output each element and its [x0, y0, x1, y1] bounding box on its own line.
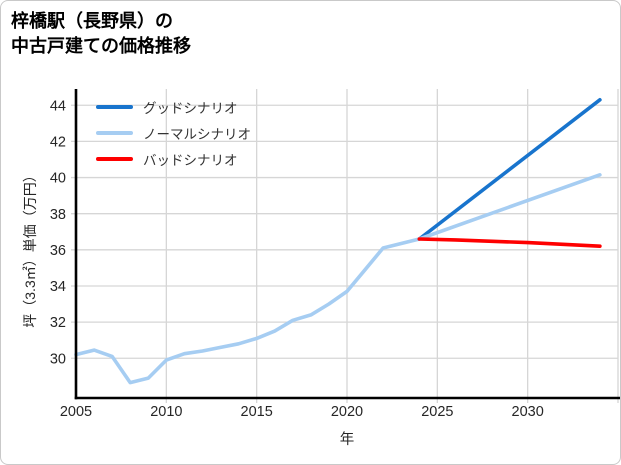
x-tick-label: 2010 [150, 404, 182, 420]
y-tick-label: 36 [50, 243, 66, 259]
good-scenario-line-swatch [96, 105, 133, 109]
legend-item-normal: ノーマルシナリオ [96, 120, 251, 146]
legend-label-bad: バッドシナリオ [143, 153, 238, 168]
page-title: 梓橋駅（長野県）の 中古戸建ての価格推移 [11, 9, 191, 59]
bad-scenario-line-swatch [96, 157, 133, 161]
x-tick-label: 2030 [512, 404, 544, 420]
chart-legend: グッドシナリオ ノーマルシナリオ バッドシナリオ [96, 94, 251, 172]
normal-scenario-line-swatch [96, 131, 133, 135]
y-tick-label: 32 [50, 315, 66, 331]
legend-item-bad: バッドシナリオ [96, 146, 251, 172]
page-title-line2: 中古戸建ての価格推移 [11, 35, 191, 56]
x-axis-title: 年 [339, 432, 355, 448]
chart-line-history [74, 237, 422, 385]
y-tick-label: 30 [50, 351, 66, 367]
legend-item-good: グッドシナリオ [96, 94, 251, 120]
x-tick-label: 2005 [60, 404, 92, 420]
y-tick-label: 42 [50, 134, 66, 150]
page-title-line1: 梓橋駅（長野県）の [11, 11, 173, 31]
y-axis-title: 坪（3.3㎡）単価（万円） [22, 168, 38, 328]
y-tick-label: 40 [50, 171, 66, 187]
x-tick-label: 2020 [331, 404, 363, 420]
chart-line-normal [417, 173, 602, 241]
chart-line-good [417, 98, 602, 241]
x-tick-label: 2025 [421, 404, 453, 420]
chart-line-bad [417, 237, 602, 248]
y-tick-label: 38 [50, 207, 66, 223]
legend-label-normal: ノーマルシナリオ [143, 127, 251, 142]
y-tick-label: 44 [50, 98, 66, 114]
legend-label-good: グッドシナリオ [143, 101, 238, 116]
y-tick-label: 34 [50, 279, 66, 295]
x-tick-label: 2015 [241, 404, 273, 420]
